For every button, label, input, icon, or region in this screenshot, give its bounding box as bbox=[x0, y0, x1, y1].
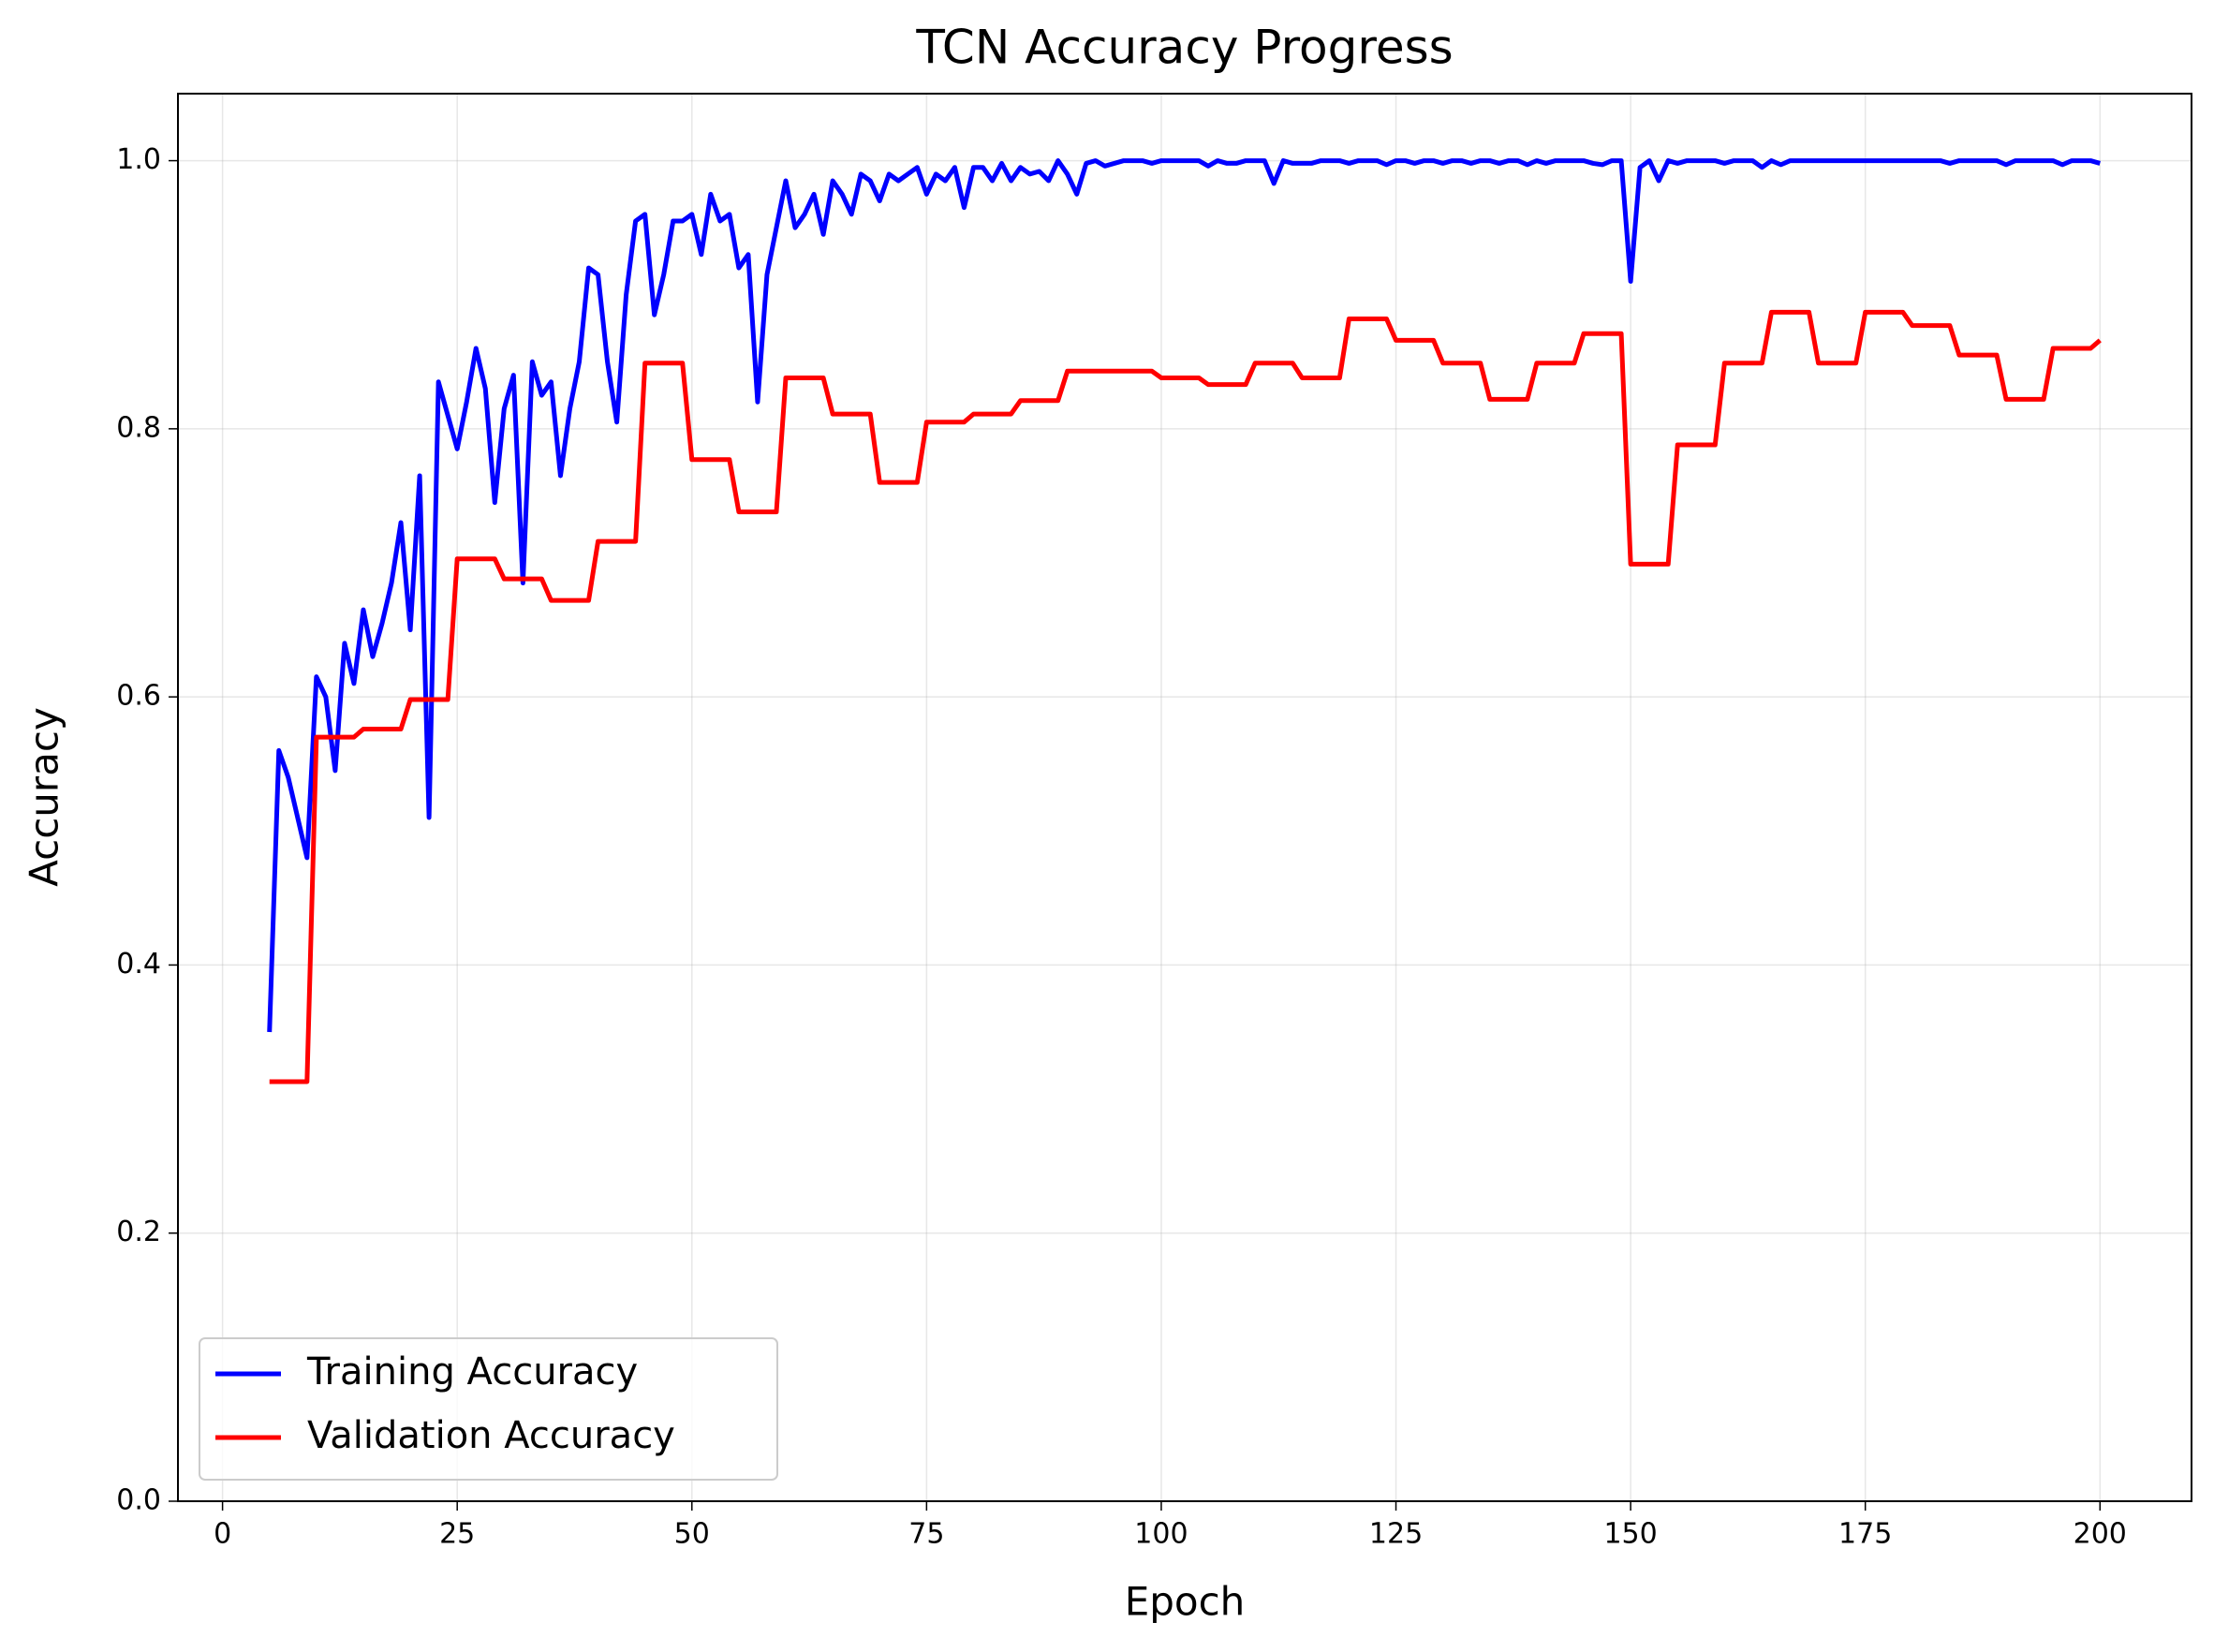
axes-frame bbox=[177, 93, 2192, 1502]
x-tick-label: 50 bbox=[674, 1518, 710, 1551]
data-line bbox=[267, 158, 2101, 1033]
x-tick-label: 100 bbox=[1134, 1518, 1188, 1551]
legend-label: Training Accuracy bbox=[306, 1350, 638, 1394]
x-axis-label: Epoch bbox=[1125, 1579, 1246, 1625]
y-tick-label: 0.6 bbox=[116, 680, 161, 713]
x-tick-label: 25 bbox=[439, 1518, 475, 1551]
y-tick-label: 0.0 bbox=[116, 1484, 161, 1517]
y-axis-label: Accuracy bbox=[22, 707, 67, 887]
y-tick-label: 0.4 bbox=[116, 948, 161, 981]
x-tick-label: 175 bbox=[1838, 1518, 1892, 1551]
y-tick-label: 0.2 bbox=[116, 1216, 161, 1248]
y-tick-label: 0.8 bbox=[116, 411, 161, 444]
x-tick-label: 200 bbox=[2074, 1518, 2127, 1551]
x-tick-label: 150 bbox=[1603, 1518, 1657, 1551]
x-tick-label: 0 bbox=[214, 1518, 231, 1551]
chart-title: TCN Accuracy Progress bbox=[915, 21, 1453, 75]
legend-box bbox=[199, 1337, 778, 1481]
y-tick-label: 1.0 bbox=[116, 143, 161, 176]
x-tick-label: 75 bbox=[908, 1518, 944, 1551]
data-line bbox=[269, 309, 2102, 1084]
x-tick-label: 125 bbox=[1369, 1518, 1423, 1551]
legend-label: Validation Accuracy bbox=[307, 1414, 675, 1457]
